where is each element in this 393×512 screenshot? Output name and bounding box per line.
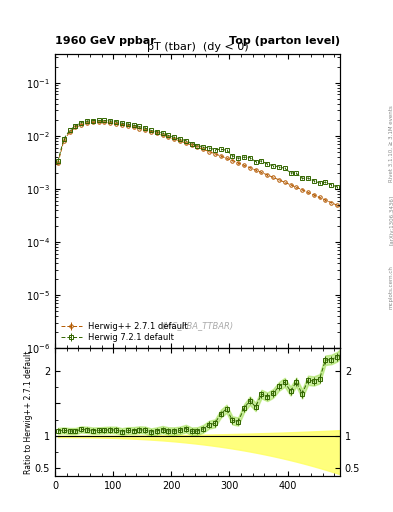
Y-axis label: Ratio to Herwig++ 2.7.1 default: Ratio to Herwig++ 2.7.1 default bbox=[24, 351, 33, 474]
Legend: Herwig++ 2.7.1 default, Herwig 7.2.1 default: Herwig++ 2.7.1 default, Herwig 7.2.1 def… bbox=[59, 320, 190, 344]
Title: pT (tbar)  (dy < 0): pT (tbar) (dy < 0) bbox=[147, 41, 248, 52]
Text: mcplots.cern.ch: mcplots.cern.ch bbox=[389, 265, 393, 309]
Text: Rivet 3.1.10, ≥ 3.1M events: Rivet 3.1.10, ≥ 3.1M events bbox=[389, 105, 393, 182]
Text: Top (parton level): Top (parton level) bbox=[229, 36, 340, 46]
Text: (MC_FBA_TTBAR): (MC_FBA_TTBAR) bbox=[162, 322, 233, 331]
Text: [arXiv:1306.3436]: [arXiv:1306.3436] bbox=[389, 195, 393, 245]
Text: 1960 GeV ppbar: 1960 GeV ppbar bbox=[55, 36, 156, 46]
